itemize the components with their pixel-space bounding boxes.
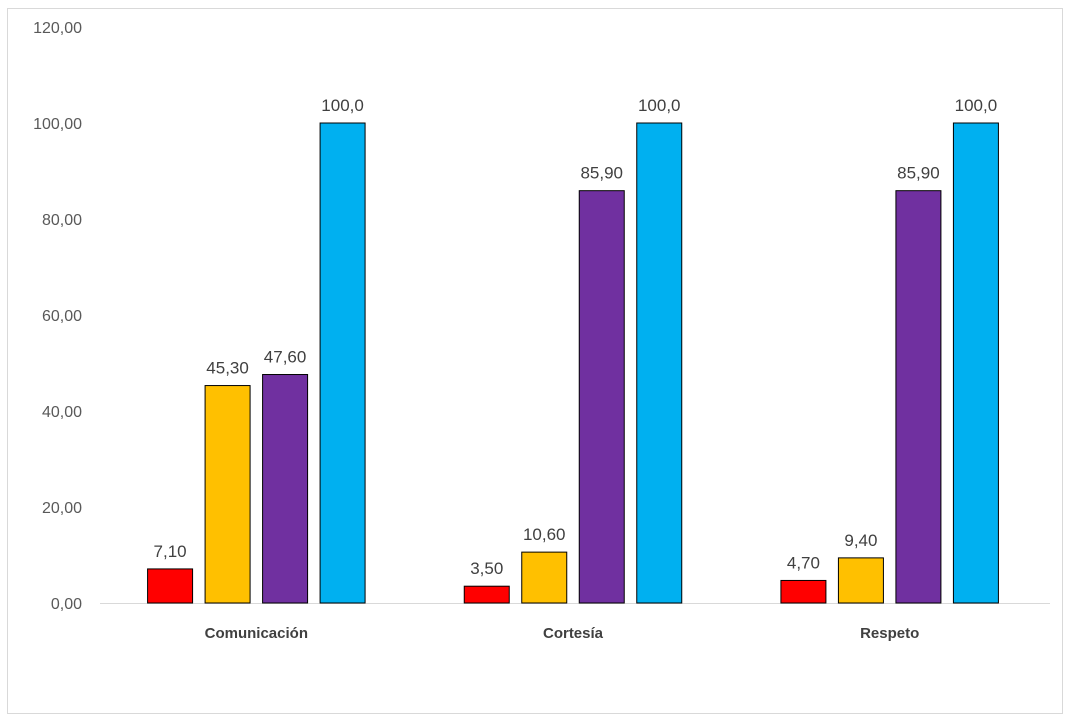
data-label: 4,70 bbox=[787, 553, 820, 572]
data-label: 3,50 bbox=[470, 559, 503, 578]
y-tick-label: 20,00 bbox=[42, 500, 82, 517]
bar bbox=[837, 557, 884, 604]
data-label: 45,30 bbox=[206, 359, 249, 378]
data-label: 85,90 bbox=[897, 164, 940, 183]
category-label: Respeto bbox=[860, 625, 919, 642]
bars bbox=[147, 122, 999, 604]
y-tick-label: 0,00 bbox=[51, 596, 82, 613]
bar bbox=[262, 374, 309, 604]
category-labels: Comunicación Cortesía Respeto bbox=[205, 625, 920, 642]
data-label: 9,40 bbox=[844, 531, 877, 550]
bar bbox=[895, 190, 942, 604]
category-label: Comunicación bbox=[205, 625, 308, 642]
y-tick-label: 80,00 bbox=[42, 212, 82, 229]
bar bbox=[780, 579, 827, 604]
y-tick-label: 40,00 bbox=[42, 404, 82, 421]
data-label: 100,0 bbox=[321, 96, 364, 115]
bar bbox=[147, 568, 194, 604]
data-labels: 7,10 45,30 47,60 100,0 3,50 10,60 85,90 100,0 4,… bbox=[154, 96, 998, 578]
data-label: 10,60 bbox=[523, 525, 566, 544]
data-label: 47,60 bbox=[264, 348, 307, 367]
bar bbox=[521, 551, 568, 604]
bar bbox=[636, 122, 683, 604]
bar bbox=[463, 585, 510, 604]
y-tick-label: 120,00 bbox=[33, 20, 82, 37]
bar bbox=[952, 122, 999, 604]
y-axis: 0,00 20,00 40,00 60,00 80,00 100,00 120,00 bbox=[33, 20, 82, 613]
bar bbox=[578, 190, 625, 604]
category-label: Cortesía bbox=[543, 625, 604, 642]
bar bbox=[204, 385, 251, 604]
data-label: 7,10 bbox=[154, 542, 187, 561]
data-label: 100,0 bbox=[955, 96, 998, 115]
y-tick-label: 100,00 bbox=[33, 116, 82, 133]
y-tick-label: 60,00 bbox=[42, 308, 82, 325]
data-label: 100,0 bbox=[638, 96, 681, 115]
data-label: 85,90 bbox=[580, 164, 623, 183]
bar bbox=[319, 122, 366, 604]
